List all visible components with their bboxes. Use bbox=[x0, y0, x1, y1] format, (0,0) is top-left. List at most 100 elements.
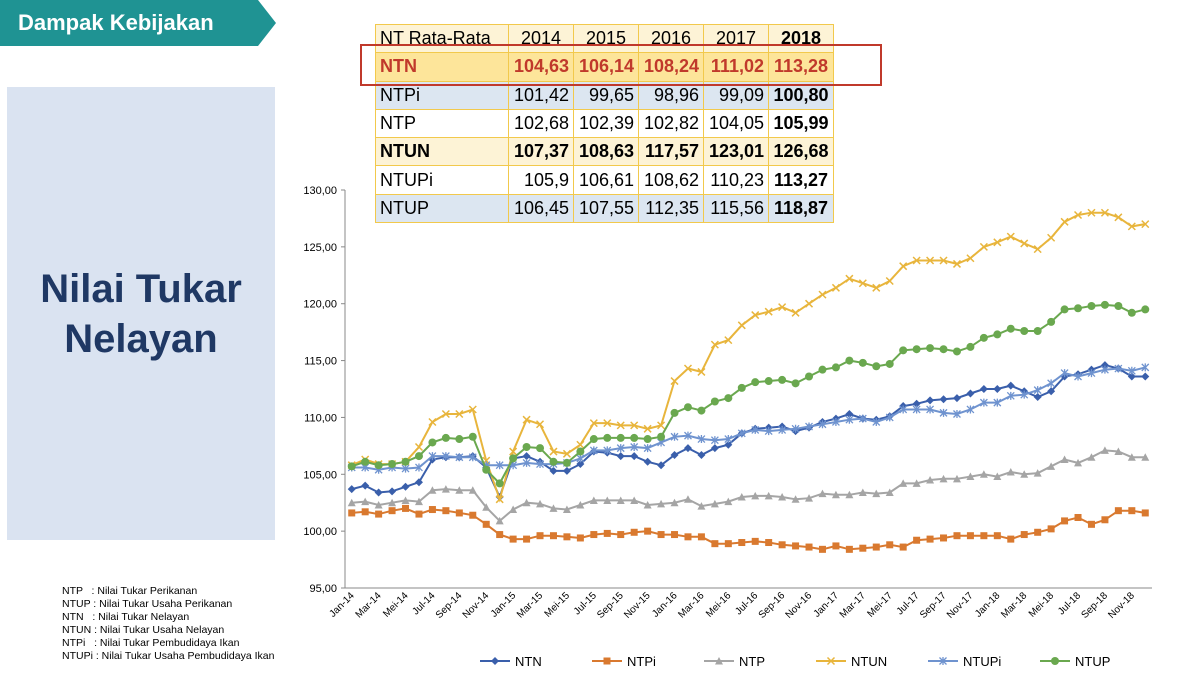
point bbox=[482, 520, 490, 528]
point bbox=[791, 308, 800, 317]
point bbox=[885, 488, 894, 496]
point bbox=[441, 485, 450, 493]
series-line bbox=[351, 211, 1146, 503]
point bbox=[939, 345, 948, 354]
point bbox=[737, 321, 746, 330]
point bbox=[1074, 513, 1082, 521]
point bbox=[818, 420, 827, 429]
table-cell: 117,57 bbox=[638, 137, 704, 167]
point bbox=[872, 362, 881, 371]
point bbox=[590, 531, 598, 539]
point bbox=[858, 488, 867, 496]
y-tick-label: 130,00 bbox=[303, 185, 337, 197]
point bbox=[509, 535, 517, 543]
x-tick-label: Mar-15 bbox=[515, 590, 545, 620]
table-row: NTP 102,68 102,39 102,82 104,05 105,99 bbox=[375, 108, 834, 139]
point bbox=[495, 479, 504, 488]
point bbox=[791, 495, 800, 503]
point bbox=[804, 299, 814, 308]
table-cell: 107,55 bbox=[573, 193, 639, 224]
x-tick-label: Sep-17 bbox=[918, 590, 949, 621]
table-cell: 113,27 bbox=[768, 165, 834, 195]
point bbox=[737, 429, 746, 438]
table-header: NT Rata-Rata 2014 2015 2016 2017 2018 bbox=[375, 23, 834, 54]
point bbox=[630, 421, 639, 430]
point bbox=[630, 452, 639, 461]
x-tick-label: Nov-17 bbox=[945, 590, 976, 621]
point bbox=[926, 535, 934, 543]
point bbox=[670, 377, 679, 386]
point bbox=[805, 494, 814, 502]
point bbox=[589, 435, 598, 444]
point bbox=[670, 498, 679, 507]
point bbox=[899, 262, 908, 271]
point bbox=[899, 479, 908, 487]
x-tick-label: Mei-17 bbox=[865, 590, 895, 620]
point bbox=[671, 531, 679, 539]
point bbox=[603, 657, 611, 665]
point bbox=[1087, 208, 1096, 217]
point bbox=[683, 364, 693, 373]
point bbox=[1033, 469, 1042, 477]
point bbox=[724, 497, 733, 506]
point bbox=[1033, 386, 1042, 395]
point bbox=[724, 440, 733, 449]
point bbox=[428, 506, 436, 514]
table-cell: 105,99 bbox=[768, 108, 834, 139]
table-cell: NTUN bbox=[375, 137, 509, 167]
point bbox=[643, 435, 652, 444]
x-tick-label: Sep-18 bbox=[1079, 590, 1110, 621]
point bbox=[1127, 372, 1136, 381]
point bbox=[952, 347, 961, 356]
table-cell: 115,56 bbox=[703, 193, 769, 224]
point bbox=[791, 379, 800, 388]
point bbox=[885, 276, 894, 286]
point bbox=[523, 535, 531, 543]
point bbox=[684, 431, 692, 440]
point bbox=[388, 460, 397, 469]
point bbox=[818, 545, 826, 553]
point bbox=[468, 405, 477, 414]
point bbox=[428, 486, 437, 494]
point bbox=[1087, 520, 1095, 528]
table-cell: 123,01 bbox=[703, 137, 769, 167]
point bbox=[1100, 446, 1109, 454]
point bbox=[616, 444, 625, 453]
point bbox=[1020, 327, 1029, 336]
point bbox=[361, 481, 370, 490]
point bbox=[549, 532, 557, 540]
table-cell: NTUP bbox=[375, 193, 509, 224]
point bbox=[509, 454, 518, 463]
point bbox=[710, 397, 719, 406]
point bbox=[415, 510, 423, 518]
point bbox=[886, 541, 894, 549]
point bbox=[979, 242, 988, 251]
point bbox=[576, 454, 585, 463]
point bbox=[791, 424, 800, 433]
point bbox=[482, 465, 491, 474]
point bbox=[603, 529, 611, 537]
point bbox=[374, 488, 383, 497]
point bbox=[1114, 213, 1123, 222]
point bbox=[737, 383, 746, 392]
point bbox=[549, 466, 558, 475]
point bbox=[1114, 301, 1123, 310]
point bbox=[710, 436, 719, 445]
point bbox=[522, 498, 531, 507]
point bbox=[1006, 391, 1015, 400]
point bbox=[805, 422, 813, 431]
point bbox=[845, 274, 854, 283]
y-tick-label: 100,00 bbox=[303, 526, 337, 538]
point bbox=[603, 446, 612, 455]
point bbox=[495, 516, 504, 525]
point bbox=[751, 537, 759, 545]
table-cell: 106,61 bbox=[573, 165, 639, 195]
point bbox=[401, 457, 410, 466]
point bbox=[657, 499, 666, 508]
table-cell: 108,63 bbox=[573, 137, 639, 167]
point bbox=[778, 375, 787, 384]
heading-line: Nilai Tukar bbox=[40, 266, 242, 311]
table-cell: NTUPi bbox=[375, 165, 509, 195]
point bbox=[562, 458, 571, 467]
point bbox=[710, 444, 719, 453]
